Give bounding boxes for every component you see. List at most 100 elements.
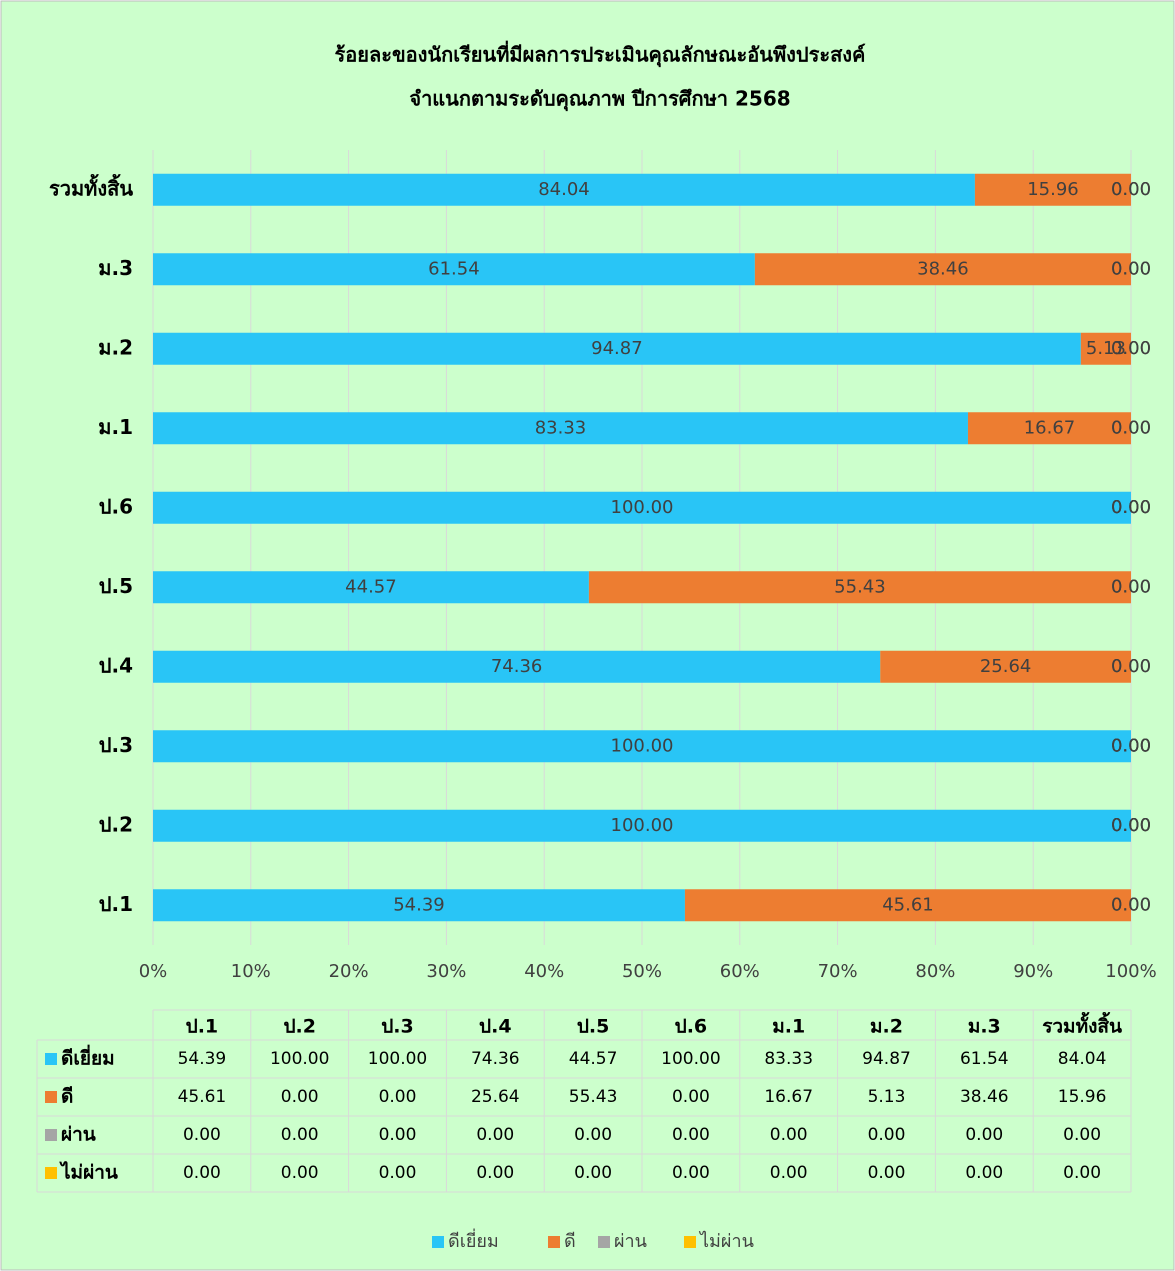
table-cell: 0.00	[379, 1125, 417, 1145]
data-label: 0.00	[1111, 894, 1151, 915]
table-cell: 74.36	[471, 1049, 520, 1069]
x-tick-label: 100%	[1105, 961, 1156, 982]
table-cell: 0.00	[1063, 1163, 1101, 1183]
data-label: 0.00	[1111, 258, 1151, 279]
data-label: 54.39	[393, 894, 445, 915]
data-label: 0.00	[1111, 179, 1151, 200]
data-label: 15.96	[1027, 179, 1079, 200]
y-tick-label: ม.1	[98, 415, 133, 439]
table-cell: 0.00	[183, 1163, 221, 1183]
x-tick-label: 10%	[231, 961, 271, 982]
data-label: 0.00	[1111, 417, 1151, 438]
table-header: ป.2	[283, 1016, 316, 1038]
data-label: 0.00	[1111, 338, 1151, 359]
table-cell: 0.00	[672, 1087, 710, 1107]
bar-segment	[974, 173, 1131, 206]
table-cell: 0.00	[476, 1163, 514, 1183]
table-header: ม.3	[968, 1016, 1001, 1038]
table-cell: 44.57	[569, 1049, 618, 1069]
bar-segment	[153, 571, 589, 604]
legend-label: ไม่ผ่าน	[698, 1230, 754, 1252]
data-label: 0.00	[1111, 417, 1151, 438]
table-header: ป.1	[186, 1016, 219, 1038]
table-cell: 0.00	[476, 1125, 514, 1145]
chart-title: ร้อยละของนักเรียนที่มีผลการประเมินคุณลัก…	[335, 40, 866, 68]
data-label: 0.00	[1111, 338, 1151, 359]
y-tick-label: ม.3	[98, 256, 133, 280]
table-cell: 84.04	[1058, 1049, 1107, 1069]
data-label: 100.00	[611, 497, 674, 518]
bar-segment	[153, 889, 685, 922]
table-cell: 0.00	[770, 1125, 808, 1145]
legend-label: ผ่าน	[614, 1231, 647, 1252]
table-cell: 38.46	[960, 1087, 1009, 1107]
data-label: 0.00	[1111, 735, 1151, 756]
y-tick-label: ป.6	[99, 494, 133, 518]
data-label: 0.00	[1111, 815, 1151, 836]
table-cell: 83.33	[764, 1049, 813, 1069]
data-label: 83.33	[535, 417, 587, 438]
x-tick-label: 50%	[622, 961, 662, 982]
data-label: 0.00	[1111, 576, 1151, 597]
bar-segment	[153, 173, 975, 206]
data-label: 100.00	[611, 815, 674, 836]
table-cell: 5.13	[868, 1087, 906, 1107]
table-row-label: ผ่าน	[61, 1124, 96, 1146]
table-cell: 16.67	[764, 1087, 813, 1107]
legend-key	[45, 1053, 57, 1065]
data-label: 0.00	[1111, 815, 1151, 836]
legend-key	[45, 1167, 57, 1179]
x-tick-label: 70%	[818, 961, 858, 982]
table-cell: 0.00	[868, 1163, 906, 1183]
data-label: 16.67	[1024, 417, 1076, 438]
table-cell: 0.00	[379, 1163, 417, 1183]
table-cell: 0.00	[379, 1087, 417, 1107]
legend-key	[45, 1129, 57, 1141]
data-label: 100.00	[611, 735, 674, 756]
y-tick-label: ป.2	[99, 812, 133, 836]
bar-segment	[153, 730, 1131, 763]
legend-key	[598, 1236, 610, 1248]
data-label: 0.00	[1111, 735, 1151, 756]
x-tick-label: 90%	[1013, 961, 1053, 982]
y-tick-label: ป.3	[99, 733, 133, 757]
bar-segment	[153, 491, 1131, 524]
x-tick-label: 60%	[720, 961, 760, 982]
table-cell: 0.00	[672, 1163, 710, 1183]
data-label: 0.00	[1111, 735, 1151, 756]
table-cell: 0.00	[770, 1163, 808, 1183]
data-label: 0.00	[1111, 497, 1151, 518]
bar-segment	[967, 412, 1131, 445]
legend-label: ดี	[564, 1231, 576, 1252]
legend-key	[548, 1236, 560, 1248]
table-cell: 100.00	[270, 1049, 329, 1069]
table-cell: 61.54	[960, 1049, 1009, 1069]
table-header: รวมทั้งสิ้น	[1042, 1012, 1122, 1038]
x-tick-label: 80%	[915, 961, 955, 982]
table-cell: 0.00	[281, 1087, 319, 1107]
table-cell: 0.00	[868, 1125, 906, 1145]
data-label: 0.00	[1111, 497, 1151, 518]
bar-segment	[684, 889, 1131, 922]
data-label: 0.00	[1111, 656, 1151, 677]
bar-segment	[153, 650, 881, 683]
data-label: 0.00	[1111, 815, 1151, 836]
table-header: ป.3	[381, 1016, 414, 1038]
data-label: 74.36	[491, 656, 543, 677]
table-cell: 0.00	[574, 1163, 612, 1183]
data-label: 38.46	[917, 258, 969, 279]
y-tick-label: ป.1	[99, 892, 133, 916]
table-cell: 25.64	[471, 1087, 520, 1107]
bar-segment	[153, 332, 1081, 365]
bar-segment	[153, 809, 1131, 842]
y-tick-label: ป.5	[99, 574, 133, 598]
y-tick-label: รวมทั้งสิ้น	[49, 173, 133, 200]
data-label: 0.00	[1111, 656, 1151, 677]
data-label: 45.61	[882, 894, 934, 915]
data-label: 0.00	[1111, 258, 1151, 279]
table-cell: 94.87	[862, 1049, 911, 1069]
table-cell: 0.00	[183, 1125, 221, 1145]
data-label: 94.87	[591, 338, 643, 359]
